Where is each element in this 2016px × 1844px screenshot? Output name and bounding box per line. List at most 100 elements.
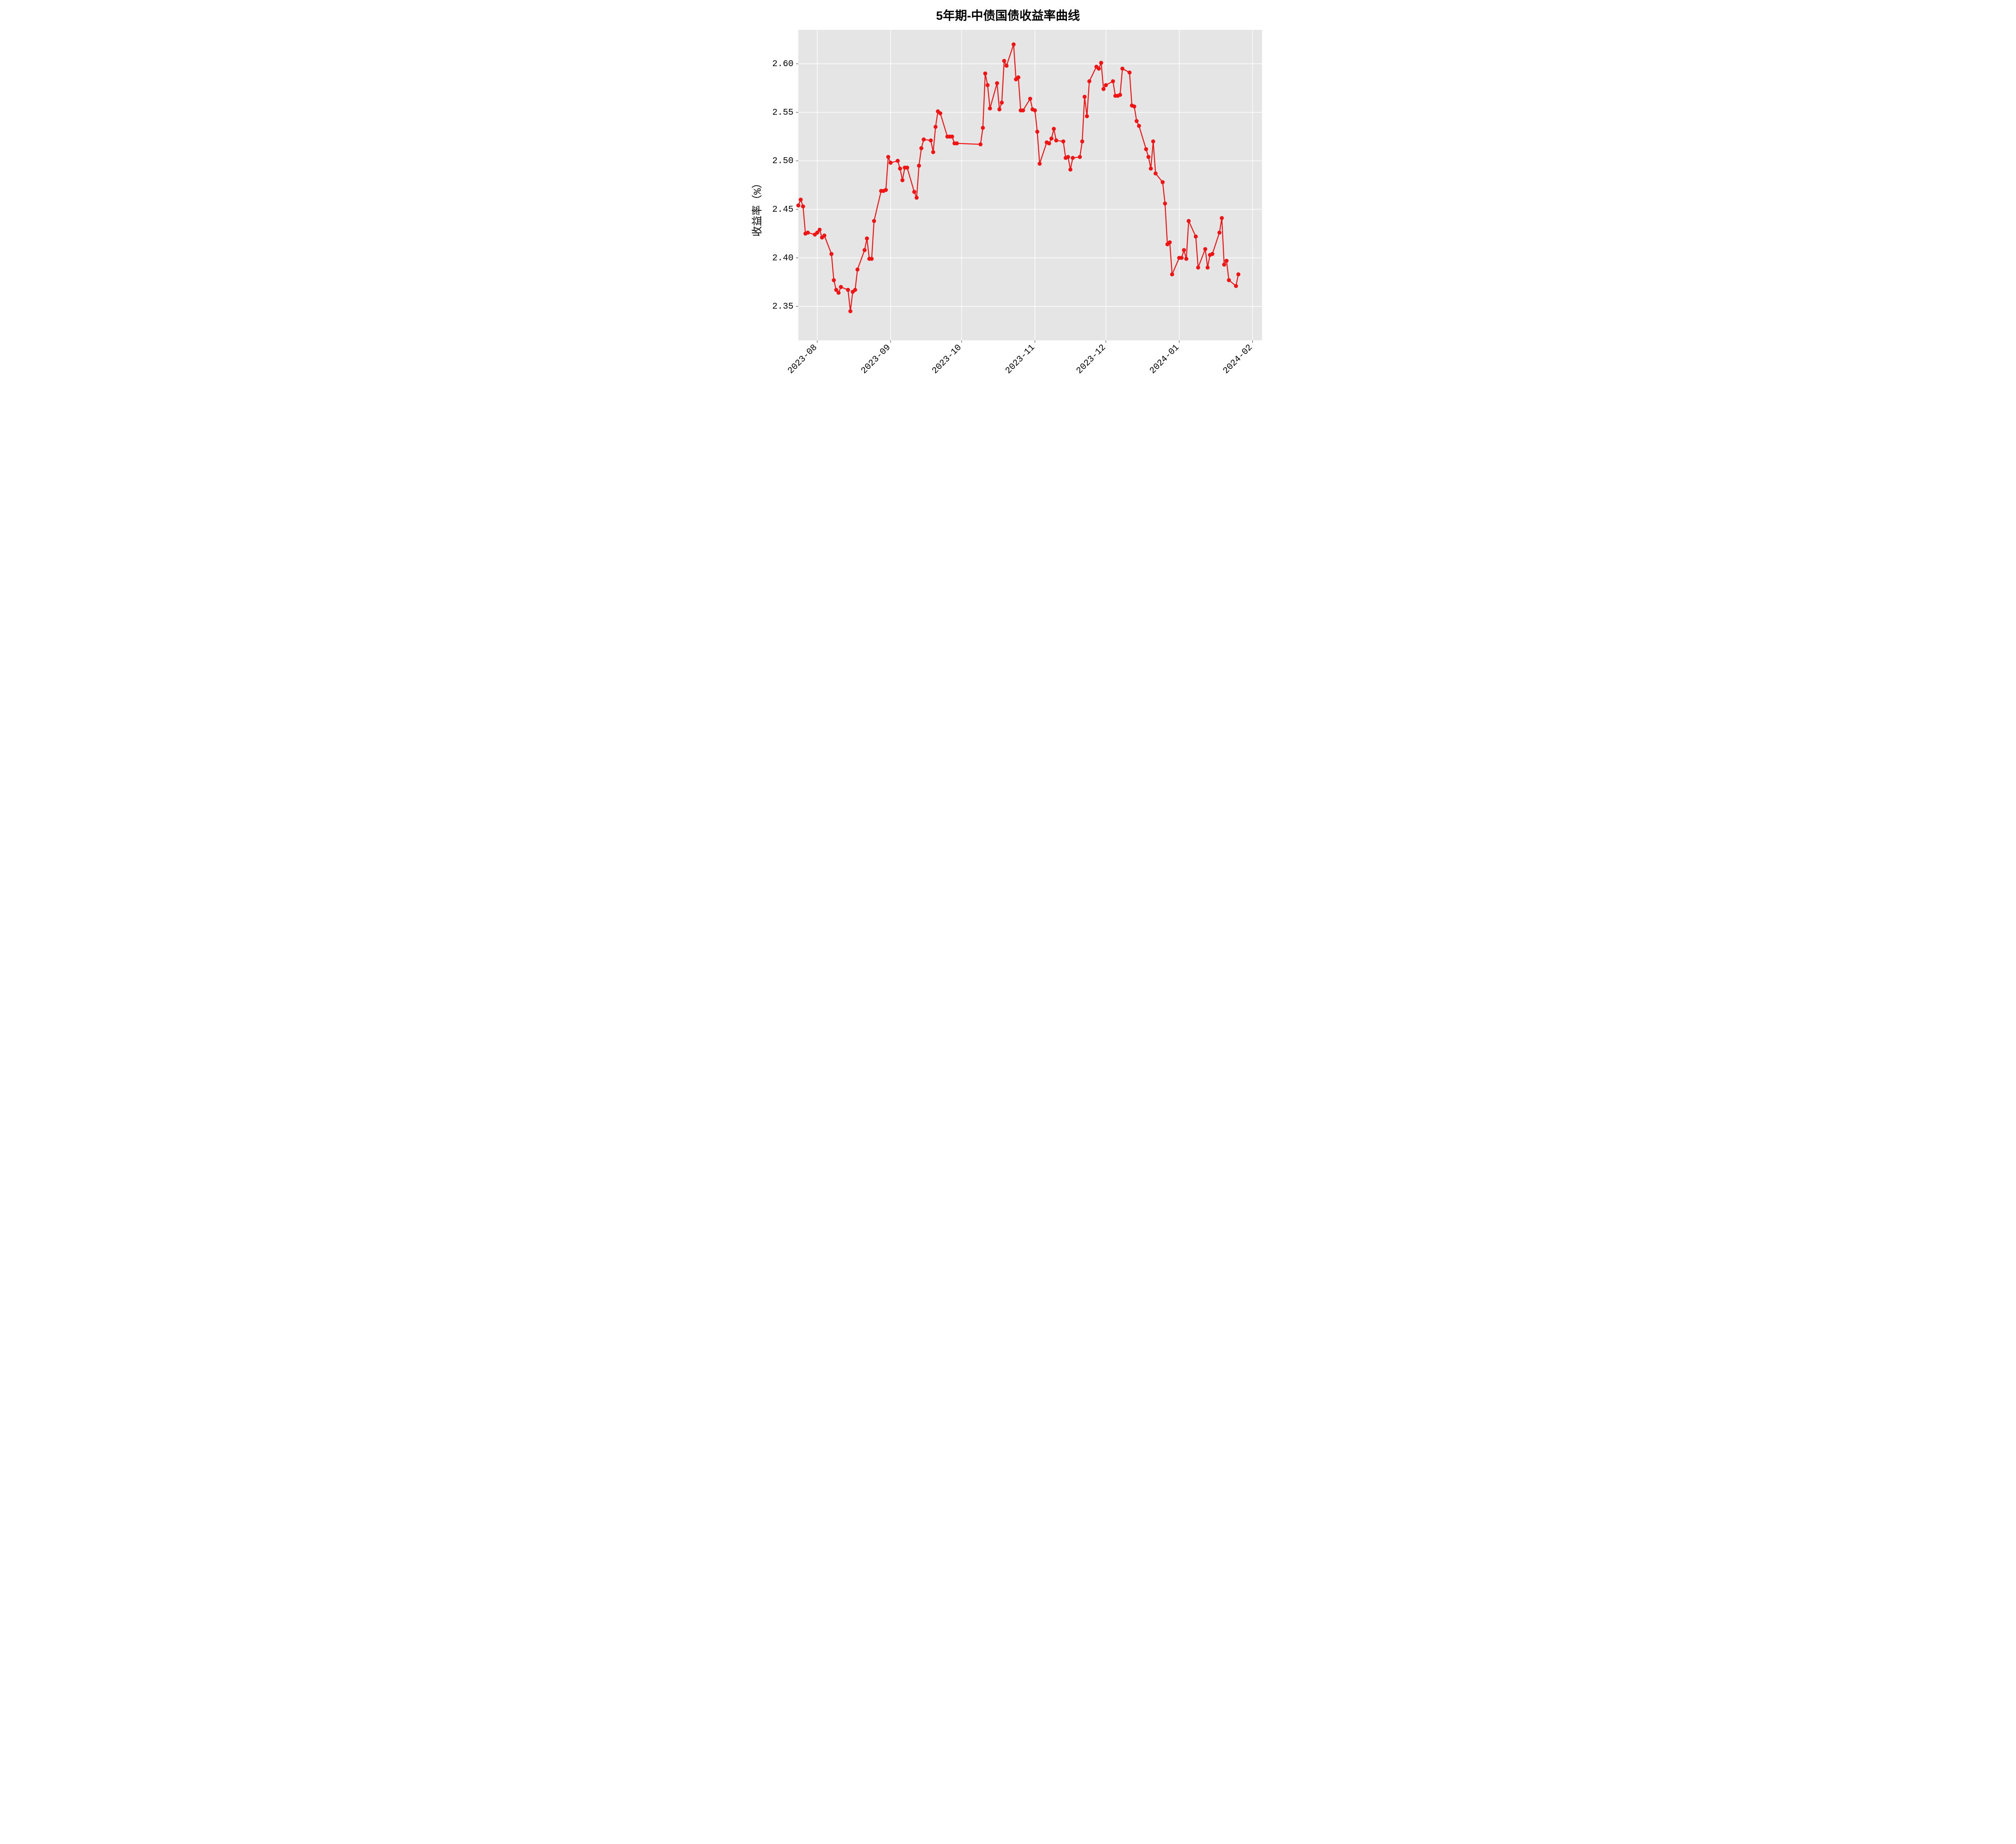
series-marker xyxy=(886,155,890,159)
x-tick-label: 2024-01 xyxy=(1148,342,1181,376)
series-marker xyxy=(981,126,985,130)
series-marker xyxy=(796,204,800,208)
y-tick-label: 2.35 xyxy=(772,302,793,312)
series-marker xyxy=(870,257,874,261)
series-marker xyxy=(1002,59,1006,63)
series-marker xyxy=(823,233,827,238)
series-marker xyxy=(1220,216,1224,220)
series-marker xyxy=(872,219,876,223)
series-marker xyxy=(1083,95,1087,99)
series-marker xyxy=(988,106,992,110)
y-tick-label: 2.50 xyxy=(772,156,793,166)
series-marker xyxy=(938,111,942,115)
series-marker xyxy=(1196,266,1200,270)
series-marker xyxy=(865,236,869,240)
series-marker xyxy=(1068,168,1073,172)
plot-background xyxy=(798,30,1262,340)
series-marker xyxy=(1028,97,1032,101)
series-marker xyxy=(1234,284,1238,288)
series-marker xyxy=(898,167,902,171)
series-marker xyxy=(1135,119,1139,123)
series-marker xyxy=(1033,108,1037,113)
x-tick-label: 2023-08 xyxy=(786,342,819,376)
series-marker xyxy=(1000,100,1004,104)
series-marker xyxy=(1151,140,1155,144)
y-tick-label: 2.45 xyxy=(772,204,793,215)
series-marker xyxy=(1087,79,1091,83)
series-marker xyxy=(1021,108,1025,113)
series-marker xyxy=(955,142,959,146)
series-marker xyxy=(1154,171,1158,175)
series-marker xyxy=(1168,240,1172,244)
chart-svg: 2.352.402.452.502.552.602023-082023-0920… xyxy=(754,26,1270,389)
series-marker xyxy=(806,231,810,235)
series-marker xyxy=(832,278,836,282)
series-marker xyxy=(1054,138,1058,142)
series-marker xyxy=(1099,61,1103,65)
series-marker xyxy=(1078,155,1082,159)
series-marker xyxy=(1061,140,1065,144)
x-tick-label: 2024-02 xyxy=(1221,342,1254,376)
series-marker xyxy=(1035,130,1039,134)
series-marker xyxy=(884,188,888,192)
series-marker xyxy=(931,150,935,154)
series-marker xyxy=(1180,256,1184,260)
series-marker xyxy=(801,204,805,208)
series-marker xyxy=(1102,87,1106,91)
y-tick-label: 2.55 xyxy=(772,107,793,117)
series-marker xyxy=(983,71,987,75)
series-marker xyxy=(929,138,933,142)
x-tick-label: 2023-09 xyxy=(859,342,893,376)
series-marker xyxy=(1132,104,1136,108)
y-tick-label: 2.60 xyxy=(772,59,793,69)
series-marker xyxy=(905,166,909,170)
series-marker xyxy=(1050,137,1054,141)
series-marker xyxy=(1187,219,1191,223)
series-marker xyxy=(1222,263,1226,267)
series-marker xyxy=(1016,75,1020,79)
series-marker xyxy=(917,164,921,168)
series-marker xyxy=(914,196,918,200)
series-marker xyxy=(1161,180,1165,184)
series-marker xyxy=(1227,278,1231,282)
series-marker xyxy=(1037,162,1041,166)
series-marker xyxy=(900,178,904,182)
series-marker xyxy=(889,161,893,165)
x-tick-label: 2023-12 xyxy=(1075,342,1108,376)
series-marker xyxy=(919,146,923,150)
chart-container: 5年期-中债国债收益率曲线 收益率（%） 2.352.402.452.502.5… xyxy=(750,0,1266,397)
x-tick-label: 2023-11 xyxy=(1004,342,1037,376)
series-marker xyxy=(799,198,803,202)
series-marker xyxy=(995,81,999,85)
series-marker xyxy=(1071,156,1075,160)
series-marker xyxy=(1047,142,1051,146)
series-marker xyxy=(837,291,841,295)
series-marker xyxy=(839,285,843,289)
series-marker xyxy=(933,125,937,129)
series-marker xyxy=(985,83,989,87)
series-marker xyxy=(829,252,833,256)
series-marker xyxy=(1236,272,1240,276)
series-marker xyxy=(979,142,983,146)
series-marker xyxy=(1127,71,1131,75)
series-marker xyxy=(848,309,852,313)
series-marker xyxy=(856,267,860,271)
series-marker xyxy=(1182,248,1186,252)
series-marker xyxy=(1012,42,1016,46)
series-marker xyxy=(1111,79,1115,83)
series-marker xyxy=(1144,147,1148,151)
series-marker xyxy=(1217,231,1221,235)
chart-title: 5年期-中债国债收益率曲线 xyxy=(754,6,1262,23)
series-marker xyxy=(896,159,900,163)
series-marker xyxy=(1097,67,1101,71)
series-marker xyxy=(1170,272,1174,276)
series-marker xyxy=(862,248,866,252)
series-marker xyxy=(950,135,954,139)
series-marker xyxy=(922,138,926,142)
series-marker xyxy=(1194,235,1198,239)
series-marker xyxy=(1225,259,1229,263)
series-marker xyxy=(1203,247,1207,251)
plot-area: 收益率（%） 2.352.402.452.502.552.602023-0820… xyxy=(754,26,1262,389)
series-marker xyxy=(1149,167,1153,171)
series-marker xyxy=(1210,252,1214,256)
